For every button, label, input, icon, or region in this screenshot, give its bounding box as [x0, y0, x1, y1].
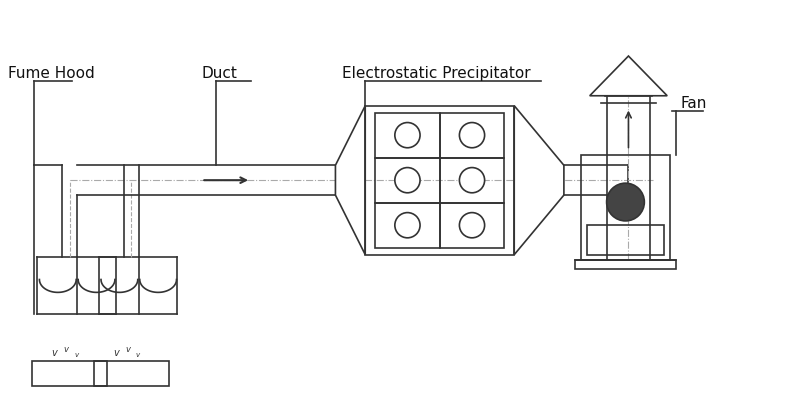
- Text: Fan: Fan: [680, 95, 706, 111]
- Text: Fume Hood: Fume Hood: [8, 66, 94, 81]
- Circle shape: [606, 183, 644, 221]
- Circle shape: [395, 168, 420, 193]
- Circle shape: [459, 212, 485, 238]
- Polygon shape: [335, 106, 366, 255]
- Text: v: v: [136, 352, 140, 358]
- Circle shape: [395, 212, 420, 238]
- Text: v: v: [51, 348, 58, 358]
- Polygon shape: [590, 56, 667, 96]
- Text: v: v: [74, 352, 78, 358]
- Text: v: v: [126, 345, 130, 354]
- Text: Duct: Duct: [202, 66, 238, 81]
- Polygon shape: [514, 106, 564, 255]
- Text: Electrostatic Precipitator: Electrostatic Precipitator: [342, 66, 531, 81]
- Text: v: v: [113, 348, 118, 358]
- Text: v: v: [64, 345, 69, 354]
- Circle shape: [395, 122, 420, 148]
- Circle shape: [459, 122, 485, 148]
- Circle shape: [459, 168, 485, 193]
